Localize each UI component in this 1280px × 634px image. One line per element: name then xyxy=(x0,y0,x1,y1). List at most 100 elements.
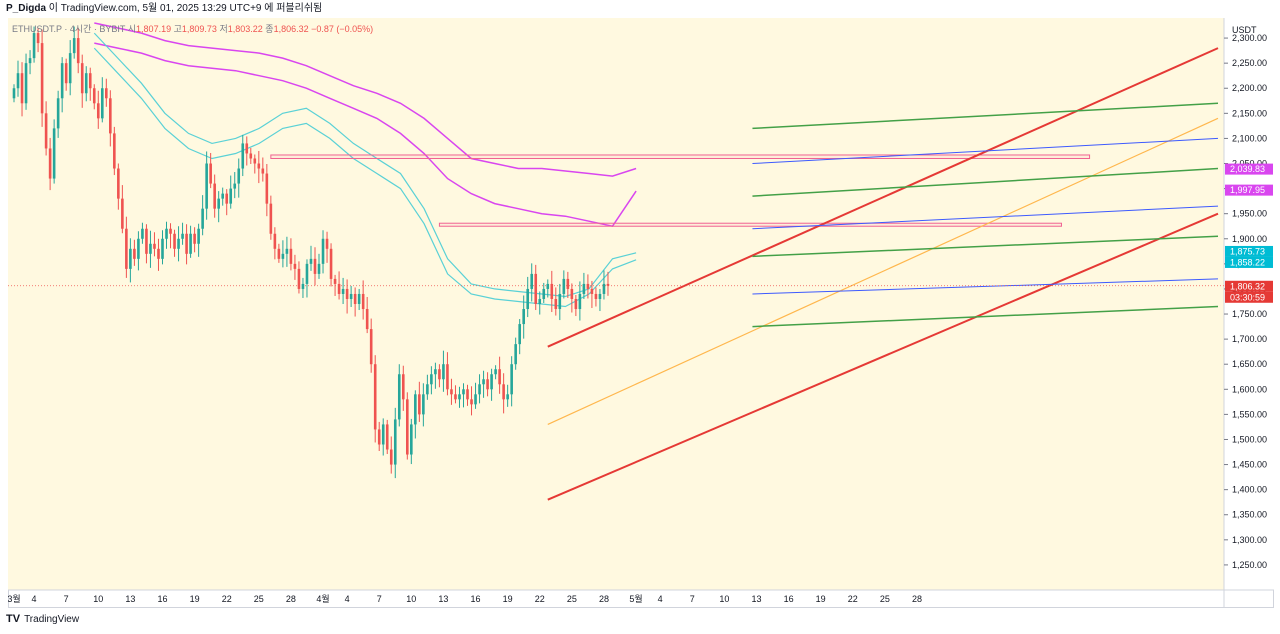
candle xyxy=(197,223,200,257)
candle-body xyxy=(506,394,509,400)
candle-body xyxy=(578,293,582,310)
candle-body xyxy=(462,389,465,395)
candle xyxy=(329,243,333,287)
candle-body xyxy=(341,288,345,294)
candle-body xyxy=(393,419,397,465)
candle xyxy=(578,281,582,321)
candle xyxy=(181,222,184,245)
candle-body xyxy=(24,63,28,104)
candle xyxy=(64,58,68,91)
candle xyxy=(56,90,60,138)
candle-body xyxy=(534,273,538,304)
candle-body xyxy=(361,293,365,310)
candle xyxy=(361,280,365,320)
candle xyxy=(426,374,429,400)
candle xyxy=(92,84,96,110)
candle xyxy=(48,137,52,191)
candle-body xyxy=(225,193,229,204)
candle xyxy=(253,154,257,174)
author-name[interactable]: P_Digda xyxy=(6,3,47,14)
candle xyxy=(538,291,542,315)
x-tick-label: 25 xyxy=(880,594,890,604)
x-tick-label: 13 xyxy=(751,594,761,604)
candle xyxy=(173,229,176,257)
candle-body xyxy=(56,98,60,129)
candle-body xyxy=(28,58,32,64)
candle-body xyxy=(16,73,20,89)
candle xyxy=(32,26,36,63)
supply-zone xyxy=(438,222,1062,227)
candle xyxy=(542,282,546,303)
candle xyxy=(570,283,574,313)
candle-body xyxy=(293,263,297,269)
candle-body xyxy=(385,424,389,450)
candle-body xyxy=(80,63,84,94)
candle xyxy=(205,151,208,220)
candle xyxy=(365,296,369,334)
candle-body xyxy=(482,379,485,385)
candle-body xyxy=(129,248,132,269)
candle-body xyxy=(32,33,36,59)
candle-body xyxy=(269,203,273,234)
candle xyxy=(301,277,305,298)
candle xyxy=(434,362,437,389)
candle-body xyxy=(486,379,489,390)
symbol-legend: ETHUSDT.P · 4시간 · BYBIT 시1,807.19 고1,809… xyxy=(12,22,373,35)
y-tick-label: 1,600.00 xyxy=(1232,384,1267,394)
x-tick-label: 7 xyxy=(377,594,382,604)
candle xyxy=(137,231,140,271)
brand-name[interactable]: TradingView xyxy=(24,613,80,625)
symbol-info[interactable]: ETHUSDT.P · 4시간 · BYBIT xyxy=(12,24,126,34)
x-tick-label: 19 xyxy=(503,594,513,604)
x-tick-label: 16 xyxy=(157,594,167,604)
y-tick-label: 1,650.00 xyxy=(1232,359,1267,369)
price-tag-label: 1,997.95 xyxy=(1230,185,1265,195)
candle xyxy=(458,386,461,408)
candle xyxy=(117,163,120,210)
candle xyxy=(502,373,505,414)
candle-body xyxy=(273,233,277,249)
candle xyxy=(450,378,453,405)
candle-body xyxy=(96,103,100,119)
candle-body xyxy=(566,278,570,289)
candle-body xyxy=(193,233,196,244)
candle xyxy=(305,259,309,298)
candle-body xyxy=(257,163,261,169)
candle-body xyxy=(321,238,325,264)
cyan-band-lower xyxy=(93,47,637,308)
candle xyxy=(389,436,393,474)
candle xyxy=(590,280,594,309)
candle-body xyxy=(422,394,425,415)
candle-body xyxy=(161,238,164,259)
candle xyxy=(349,285,353,308)
candle-body xyxy=(349,293,353,299)
candle-body xyxy=(546,283,550,289)
x-tick-label: 10 xyxy=(719,594,729,604)
x-tick-label: 22 xyxy=(222,594,232,604)
candle-body xyxy=(582,283,586,294)
candle-body xyxy=(113,133,116,169)
candle-body xyxy=(169,228,172,234)
candle-body xyxy=(281,253,285,259)
candle-body xyxy=(125,228,128,269)
channel-lower-line xyxy=(547,212,1219,501)
x-tick-label: 10 xyxy=(406,594,416,604)
candle-body xyxy=(434,369,437,375)
candle-body xyxy=(201,208,204,229)
y-tick-label: 1,500.00 xyxy=(1232,434,1267,444)
candle-body xyxy=(72,38,76,54)
candle xyxy=(229,175,233,209)
candle xyxy=(345,279,349,314)
candle-body xyxy=(12,88,16,99)
candle-body xyxy=(277,248,281,259)
candle xyxy=(410,418,413,465)
candle-body xyxy=(353,293,357,304)
candle xyxy=(145,224,148,264)
candle xyxy=(498,356,501,394)
candle xyxy=(530,263,534,302)
candle-body xyxy=(44,113,48,149)
tradingview-logo-icon[interactable]: TV xyxy=(6,613,21,625)
candle xyxy=(594,287,598,307)
candle-body xyxy=(442,364,445,380)
